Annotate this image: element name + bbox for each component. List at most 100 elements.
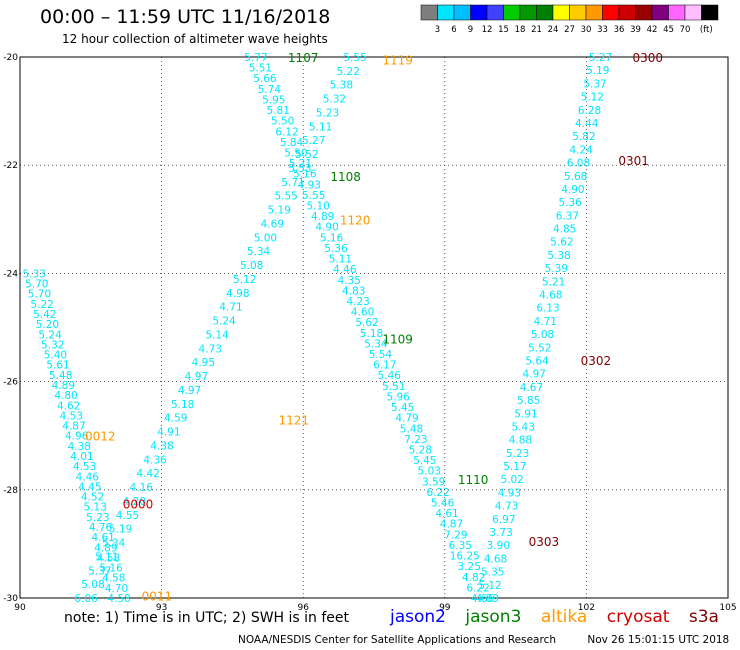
wave-height-label: 6.35 — [449, 540, 472, 552]
wave-height-label: 4.93 — [498, 487, 521, 499]
wave-height-label: 5.46 — [431, 498, 455, 510]
pass-time-label: 0012 — [85, 430, 116, 444]
wave-height-label: 5.22 — [30, 299, 53, 311]
wave-height-label: 5.34 — [364, 338, 388, 350]
wave-height-label: 4.89 — [476, 593, 499, 605]
wave-height-label: 4.46 — [76, 471, 100, 483]
wave-height-label: 4.80 — [54, 390, 77, 402]
wave-height-label: 4.46 — [333, 264, 357, 276]
wave-height-label: 5.14 — [205, 329, 229, 341]
wave-height-label: 4.88 — [509, 435, 532, 447]
y-tick-label: -26 — [3, 378, 18, 388]
wave-height-label: 5.37 — [88, 565, 111, 577]
pass-time-label: 0303 — [529, 535, 560, 549]
wave-height-label: 4.59 — [164, 413, 187, 425]
wave-height-label: 5.70 — [28, 289, 51, 301]
wave-height-label: 4.68 — [539, 290, 562, 302]
legend-jason3: jason3 — [465, 607, 522, 627]
wave-height-label: 5.11 — [95, 551, 118, 563]
wave-height-label: 6.28 — [578, 105, 601, 117]
colorbar-unit: (ft) — [700, 25, 713, 35]
wave-height-label: 5.08 — [81, 579, 104, 591]
colorbar-label: 12 — [482, 25, 493, 35]
wave-height-label: 4.38 — [68, 441, 91, 453]
wave-height-label: 6.22 — [466, 582, 489, 594]
wave-height-label: 4.93 — [298, 179, 321, 191]
wave-height-label: 5.74 — [258, 84, 282, 96]
pass-time-label: 1120 — [340, 213, 371, 227]
wave-height-label: 5.51 — [249, 63, 272, 75]
wave-height-label: 4.42 — [136, 468, 159, 480]
wave-height-label: 5.71 — [281, 177, 304, 189]
wave-height-label: 7.29 — [444, 529, 467, 541]
wave-height-label: 5.17 — [503, 461, 526, 473]
pass-time-label: 1107 — [288, 51, 319, 65]
wave-height-label: 5.77 — [244, 52, 267, 64]
wave-height-label: 4.62 — [57, 400, 80, 412]
pass-time-label: 1121 — [278, 413, 309, 427]
wave-height-label: 5.52 — [295, 149, 318, 161]
wave-height-label: 5.18 — [171, 399, 194, 411]
pass-time-label: 1108 — [330, 170, 361, 184]
wave-height-label: 5.24 — [212, 316, 236, 328]
colorbar-label: 18 — [515, 25, 526, 35]
chart-subtitle: 12 hour collection of altimeter wave hei… — [62, 32, 328, 46]
x-tick-label: 99 — [439, 603, 451, 613]
wave-height-label: 4.52 — [81, 492, 104, 504]
colorbar-label: 30 — [581, 25, 592, 35]
wave-height-label: 4.89 — [94, 542, 117, 554]
color-scale-legend: 3 6 9 12 15 18 21 24 27 30 33 36 39 42 45 70 (ft) — [420, 4, 719, 35]
wave-height-label: 5.91 — [514, 408, 537, 420]
colorbar-label: 45 — [663, 25, 674, 35]
wave-height-label: 4.61 — [435, 508, 458, 520]
wave-height-label: 4.67 — [520, 382, 543, 394]
wave-height-label: 5.32 — [323, 94, 346, 106]
wave-height-label: 5.21 — [289, 158, 312, 170]
wave-height-label: 5.11 — [309, 121, 332, 133]
wave-height-label: 4.97 — [185, 371, 208, 383]
wave-height-label: 5.36 — [324, 243, 348, 255]
wave-height-label: 5.46 — [378, 370, 402, 382]
wave-height-label: 5.23 — [86, 512, 109, 524]
wave-height-label: 4.91 — [157, 427, 180, 439]
colorbar-label: 21 — [531, 25, 542, 35]
wave-height-label: 5.35 — [481, 567, 504, 579]
wave-height-label: 4.60 — [351, 307, 374, 319]
wave-height-label: 5.12 — [233, 274, 256, 286]
wave-height-label: 4.73 — [199, 343, 222, 355]
wave-height-label: 5.02 — [500, 474, 523, 486]
wave-height-label: 5.52 — [528, 342, 551, 354]
wave-height-label: 4.97 — [523, 369, 546, 381]
wave-height-label: 5.16 — [99, 563, 123, 575]
wave-height-label: 5.40 — [44, 350, 67, 362]
wave-height-label: 5.51 — [382, 381, 405, 393]
wave-height-label: 4.89 — [52, 380, 75, 392]
wave-height-label: 4.71 — [219, 302, 242, 314]
wave-height-label: 5.70 — [25, 279, 48, 291]
wave-height-label: 5.28 — [409, 444, 432, 456]
colorbar-label: 70 — [680, 25, 691, 35]
wave-height-label: 4.58 — [107, 593, 130, 605]
wave-height-label: 5.64 — [525, 355, 549, 367]
wave-height-label: 5.81 — [267, 105, 290, 117]
wave-height-label: 5.96 — [386, 391, 410, 403]
wave-height-label: 5.22 — [337, 66, 360, 78]
wave-height-label: 5.48 — [400, 423, 423, 435]
wave-height-label: 5.82 — [572, 131, 595, 143]
wave-height-label: 4.97 — [178, 385, 201, 397]
wave-height-label: 5.37 — [583, 78, 606, 90]
wave-height-label: 4.87 — [440, 519, 463, 531]
pass-time-label: 0302 — [581, 354, 612, 368]
colorbar-label: 15 — [498, 25, 509, 35]
wave-height-label: 5.32 — [41, 339, 64, 351]
wave-height-label: 4.76 — [89, 522, 113, 534]
wave-height-label: 5.16 — [293, 169, 317, 181]
wave-height-label: 5.50 — [284, 147, 307, 159]
wave-height-label: 3.90 — [487, 540, 510, 552]
wave-height-label: 5.48 — [49, 370, 72, 382]
wave-height-label: 3.73 — [489, 527, 512, 539]
wave-height-label: 5.55 — [274, 191, 297, 203]
wave-height-label: 5.45 — [391, 402, 414, 414]
wave-height-label: 6.22 — [426, 487, 449, 499]
